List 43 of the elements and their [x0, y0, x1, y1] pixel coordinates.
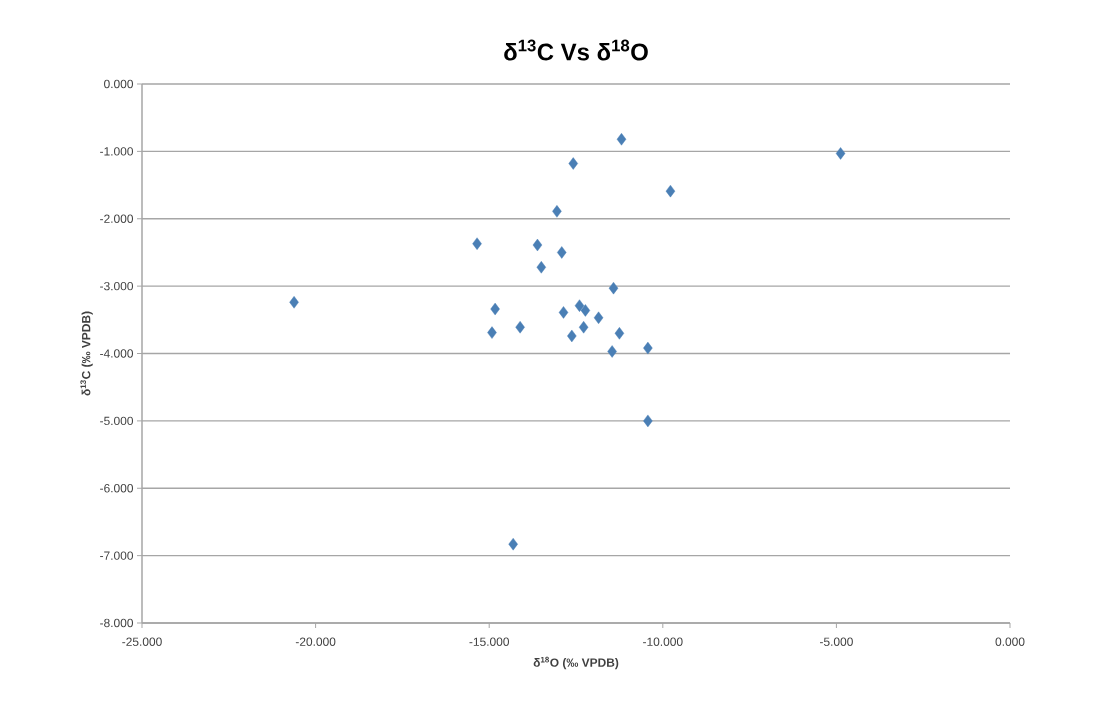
point — [614, 327, 625, 340]
point — [568, 157, 578, 170]
y-tick-label: -1.000 — [100, 147, 134, 156]
point — [552, 205, 562, 218]
y-tick-label: -8.000 — [100, 618, 134, 628]
point — [593, 311, 604, 324]
y-tick-label: -3.000 — [100, 281, 134, 291]
point — [835, 147, 846, 160]
point — [557, 246, 567, 259]
point — [472, 237, 482, 250]
point — [578, 321, 589, 334]
y-tick-label: -4.000 — [100, 349, 134, 358]
y-tick-label: 0.000 — [104, 79, 134, 89]
y-tick-label: -2.000 — [100, 214, 134, 223]
point — [607, 345, 617, 358]
y-tick-label: -6.000 — [100, 484, 134, 493]
point — [289, 296, 299, 309]
y-tick-label: -7.000 — [100, 551, 134, 560]
x-tick-label: 0.000 — [995, 637, 1025, 646]
x-tick-label: -10.000 — [643, 637, 683, 646]
chart-title: δ$^{13}$C Vs δ$^{18}$O — [504, 39, 648, 61]
x-tick-label: -5.000 — [819, 637, 853, 646]
x-tick-label: -15.000 — [469, 637, 510, 646]
point — [490, 302, 500, 316]
x-tick-label: -20.000 — [295, 637, 336, 646]
point — [608, 281, 619, 295]
point — [574, 299, 585, 312]
point — [616, 133, 627, 146]
y-axis-title: δ$^{13}$C (‰ VPDB) — [80, 311, 93, 396]
point — [580, 304, 591, 317]
point — [558, 306, 569, 319]
point — [643, 414, 653, 428]
point — [567, 329, 577, 343]
point — [665, 184, 676, 198]
x-axis-title: δ$^{18}$O (‰ VPDB) — [533, 656, 619, 670]
point — [487, 326, 497, 339]
point — [643, 341, 653, 355]
point — [532, 238, 543, 252]
point — [515, 321, 525, 334]
x-tick-label: -25.000 — [122, 637, 162, 646]
point — [508, 537, 518, 551]
point — [536, 261, 546, 274]
y-tick-label: -5.000 — [100, 416, 134, 426]
